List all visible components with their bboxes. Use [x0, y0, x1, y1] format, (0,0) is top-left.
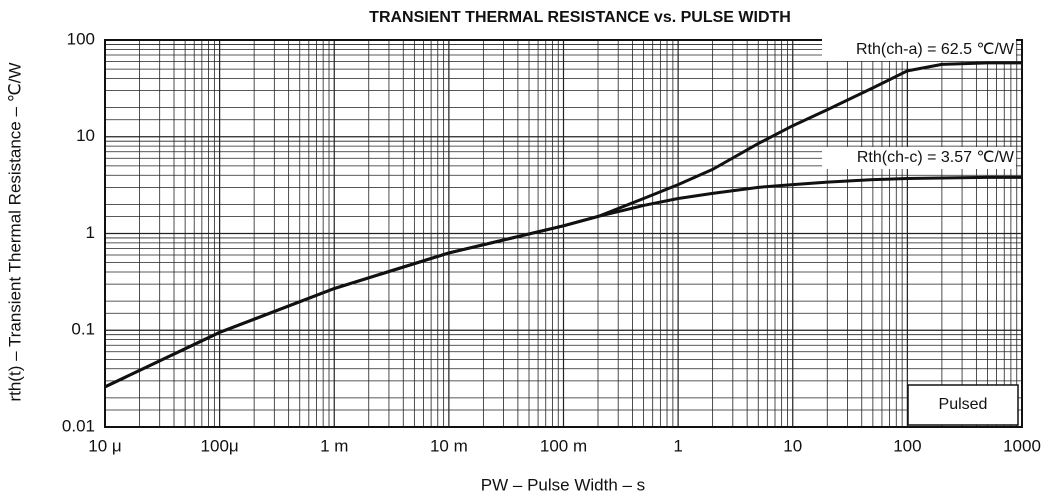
- y-axis-label: rth(t) – Transient Thermal Resistance – …: [5, 62, 24, 401]
- annotation-background: [822, 147, 1016, 169]
- annotation: Rth(ch-a) = 62.5 ℃/W: [856, 41, 1015, 58]
- annotation: Rth(ch-c) = 3.57 ℃/W: [857, 149, 1015, 166]
- x-tick-label: 100μ: [201, 436, 239, 455]
- annotation: Pulsed: [939, 396, 988, 413]
- x-tick-label: 1: [673, 436, 682, 455]
- x-tick-label: 10 m: [430, 436, 468, 455]
- x-tick-label: 100 m: [540, 436, 587, 455]
- y-tick-label: 0.1: [71, 320, 95, 339]
- annotation-background: [822, 39, 1016, 61]
- y-tick-label: 0.01: [62, 416, 95, 435]
- line-series: [104, 175, 1022, 389]
- chart-title: TRANSIENT THERMAL RESISTANCE vs. PULSE W…: [369, 9, 791, 26]
- x-tick-label: 1 m: [320, 436, 348, 455]
- x-tick-label: 100: [893, 436, 921, 455]
- y-tick-label: 10: [76, 126, 95, 145]
- y-tick-label: 1: [86, 223, 95, 242]
- y-tick-label: 100: [67, 29, 95, 48]
- plot-frame: [104, 39, 1023, 428]
- x-axis-label: PW – Pulse Width – s: [481, 475, 645, 494]
- annotation-box: [907, 384, 1019, 426]
- x-tick-label: 10: [783, 436, 802, 455]
- x-tick-label: 10 μ: [88, 436, 121, 455]
- x-tick-label: 1000: [1003, 436, 1041, 455]
